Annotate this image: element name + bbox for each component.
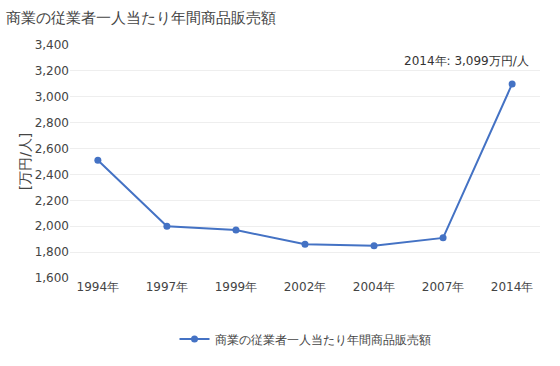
svg-text:2,200: 2,200 (35, 194, 69, 208)
svg-text:3,400: 3,400 (35, 38, 69, 52)
svg-text:3,200: 3,200 (35, 64, 69, 78)
svg-text:[万円/人]: [万円/人] (17, 133, 33, 191)
svg-text:2,600: 2,600 (35, 142, 69, 156)
svg-text:1,800: 1,800 (35, 245, 69, 259)
svg-text:2014年: 3,099万円/人: 2014年: 3,099万円/人 (404, 54, 529, 68)
svg-text:3,000: 3,000 (35, 90, 69, 104)
svg-text:2002年: 2002年 (284, 280, 327, 294)
svg-text:1997年: 1997年 (146, 280, 189, 294)
svg-text:1,600: 1,600 (35, 271, 69, 285)
svg-text:2,000: 2,000 (35, 219, 69, 233)
svg-text:商業の従業者一人当たり年間商品販売額: 商業の従業者一人当たり年間商品販売額 (215, 333, 431, 347)
svg-text:商業の従業者一人当たり年間商品販売額: 商業の従業者一人当たり年間商品販売額 (6, 9, 276, 27)
svg-text:1999年: 1999年 (215, 280, 258, 294)
svg-text:2014年: 2014年 (491, 280, 534, 294)
svg-text:2007年: 2007年 (422, 280, 465, 294)
svg-text:1994年: 1994年 (77, 280, 120, 294)
svg-text:2,800: 2,800 (35, 116, 69, 130)
svg-text:2,400: 2,400 (35, 168, 69, 182)
svg-text:2004年: 2004年 (353, 280, 396, 294)
